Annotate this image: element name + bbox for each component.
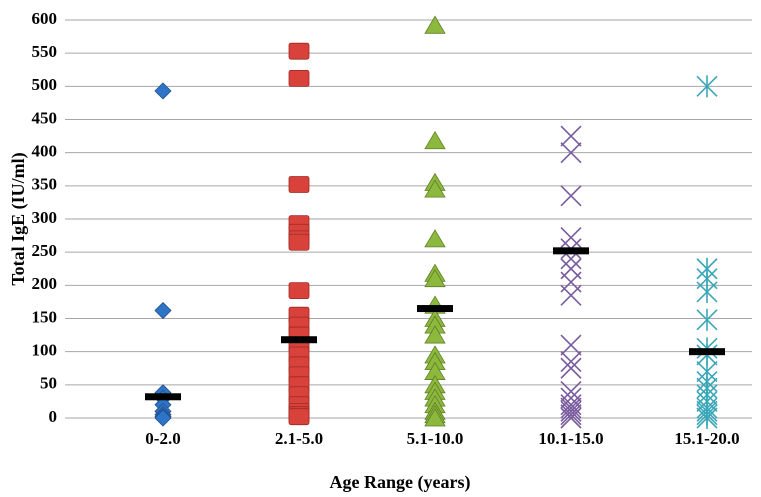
triangle-point xyxy=(424,268,446,288)
median-bar xyxy=(145,393,181,401)
x-point xyxy=(560,407,582,429)
x-point xyxy=(560,404,582,426)
x-tick-label: 15.1-20.0 xyxy=(674,429,739,448)
square-point xyxy=(288,69,310,87)
x-stroke xyxy=(560,407,582,429)
x-point xyxy=(560,400,582,422)
y-tick-label: 100 xyxy=(32,341,58,360)
x-tick-label: 0-2.0 xyxy=(145,429,180,448)
y-tick-label: 550 xyxy=(32,42,58,61)
x-point xyxy=(560,397,582,419)
y-tick-label: 450 xyxy=(32,108,58,127)
x-stroke xyxy=(560,397,582,419)
x-point xyxy=(560,334,582,356)
square-point xyxy=(288,176,310,193)
star-point xyxy=(696,407,718,429)
triangle-point xyxy=(424,325,446,344)
x-stroke xyxy=(560,351,582,373)
y-tick-label: 300 xyxy=(32,208,58,227)
x-stroke xyxy=(560,142,582,164)
x-stroke xyxy=(560,404,582,426)
x-stroke xyxy=(560,125,582,147)
diamond-point xyxy=(154,301,172,320)
star-point xyxy=(696,308,718,331)
median-bar xyxy=(553,247,589,255)
square-point xyxy=(288,233,310,251)
star-point xyxy=(696,75,718,98)
x-tick-label: 10.1-15.0 xyxy=(538,429,603,448)
triangle-point xyxy=(424,130,446,150)
median-bar xyxy=(417,305,453,313)
diamond-point xyxy=(154,409,172,427)
x-tick-label: 5.1-10.0 xyxy=(407,429,464,448)
x-point xyxy=(560,357,582,379)
x-stroke xyxy=(560,357,582,379)
triangle-point xyxy=(424,15,446,34)
star-point xyxy=(696,280,718,303)
x-point xyxy=(560,185,582,207)
y-tick-label: 150 xyxy=(32,307,58,326)
square-point xyxy=(288,42,310,60)
y-tick-label: 600 xyxy=(32,9,58,28)
x-stroke xyxy=(560,284,582,306)
x-stroke xyxy=(560,185,582,207)
x-stroke xyxy=(560,227,582,249)
x-tick-label: 2.1-5.0 xyxy=(275,429,323,448)
triangle-point xyxy=(424,179,446,198)
x-point xyxy=(560,351,582,373)
median-bar xyxy=(281,336,317,344)
triangle-point xyxy=(424,408,446,427)
y-tick-label: 500 xyxy=(32,75,58,94)
y-tick-label: 250 xyxy=(32,241,58,260)
square-point xyxy=(288,282,310,300)
triangle-point xyxy=(424,229,446,248)
x-stroke xyxy=(560,334,582,356)
x-axis-label: Age Range (years) xyxy=(330,472,471,493)
x-point xyxy=(560,142,582,164)
median-bar xyxy=(689,348,725,356)
x-point xyxy=(560,284,582,306)
square-point xyxy=(288,408,310,426)
diamond-point xyxy=(154,82,172,100)
x-point xyxy=(560,227,582,249)
x-stroke xyxy=(560,400,582,422)
y-tick-label: 200 xyxy=(32,274,58,293)
y-tick-label: 350 xyxy=(32,175,58,194)
x-point xyxy=(560,125,582,147)
y-axis-label: Total IgE (IU/ml) xyxy=(8,152,29,285)
y-tick-label: 50 xyxy=(40,374,57,393)
y-tick-label: 0 xyxy=(49,407,58,426)
y-tick-label: 400 xyxy=(32,142,58,161)
